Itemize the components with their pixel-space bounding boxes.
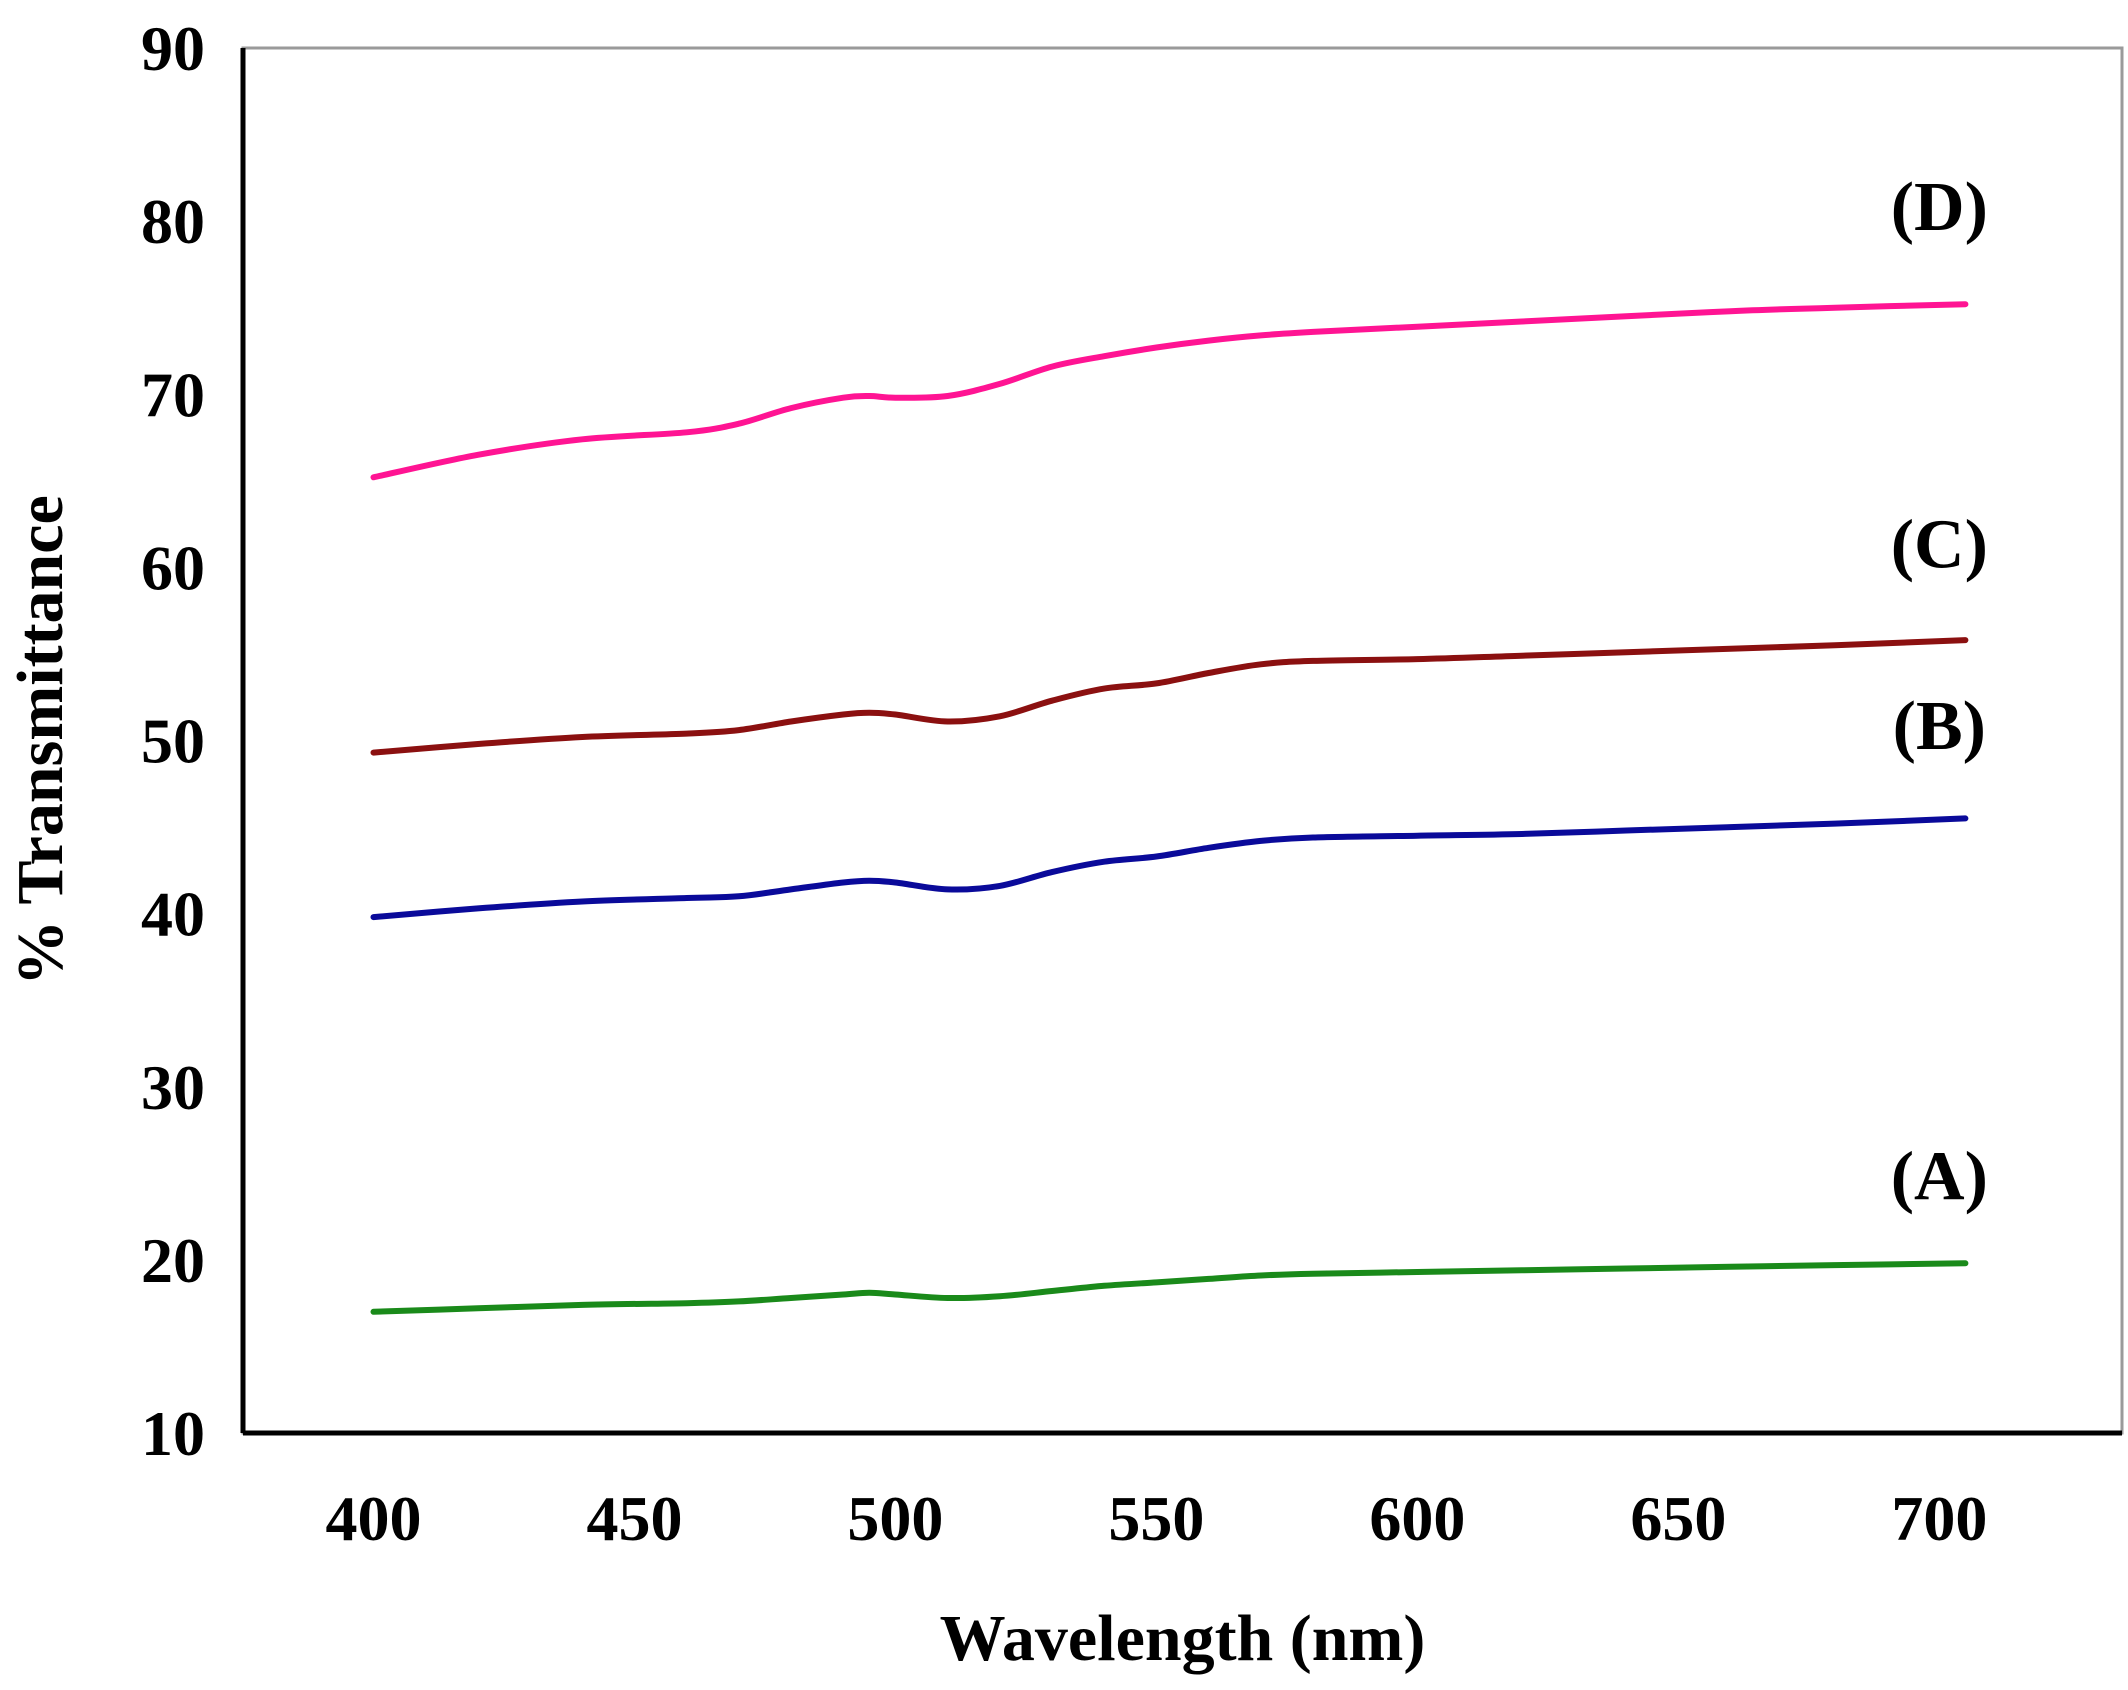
x-tick-label: 600 [1369, 1483, 1465, 1554]
series-line-d [370, 301, 1969, 481]
x-tick-labels: 400 450 500 550 600 650 700 [325, 1483, 1987, 1554]
y-tick-label: 20 [141, 1225, 205, 1296]
x-tick-label: 700 [1891, 1483, 1987, 1554]
series-line-c [370, 637, 1969, 756]
y-tick-label: 80 [141, 186, 205, 257]
series-label-c: (C) [1891, 506, 1988, 583]
y-tick-label: 40 [141, 879, 205, 950]
x-tick-label: 650 [1630, 1483, 1726, 1554]
x-tick-label: 450 [586, 1483, 682, 1554]
series-lines [370, 301, 1969, 1315]
y-tick-label: 60 [141, 532, 205, 603]
x-tick-label: 500 [847, 1483, 943, 1554]
series-label-a: (A) [1891, 1138, 1988, 1215]
y-tick-label: 90 [141, 13, 205, 84]
y-tick-label: 10 [141, 1398, 205, 1469]
series-line-a [370, 1260, 1969, 1315]
y-tick-label: 50 [141, 706, 205, 777]
series-label-d: (D) [1891, 169, 1988, 246]
series-labels: (A) (B) (C) (D) [1891, 169, 1988, 1216]
y-tick-label: 30 [141, 1052, 205, 1123]
x-tick-label: 550 [1108, 1483, 1204, 1554]
x-axis-title: Wavelength (nm) [940, 1602, 1426, 1675]
y-axis-title: % Transmittance [4, 495, 77, 986]
y-tick-label: 70 [141, 359, 205, 430]
series-label-b: (B) [1893, 688, 1986, 765]
y-tick-labels: 10 20 30 40 50 60 70 80 90 [141, 13, 205, 1469]
series-line-b [370, 815, 1969, 921]
x-tick-label: 400 [325, 1483, 421, 1554]
